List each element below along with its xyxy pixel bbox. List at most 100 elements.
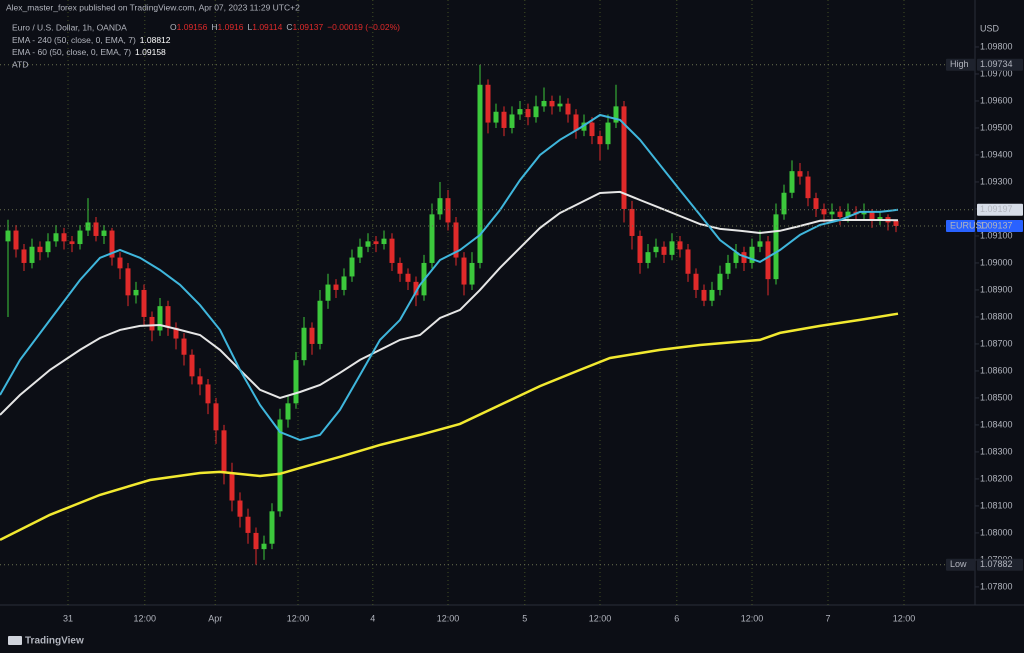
candle-body xyxy=(501,111,507,128)
candle-body xyxy=(565,103,571,115)
x-tick-label: 12:00 xyxy=(741,613,764,623)
footer xyxy=(0,630,1024,653)
price-box-tag xyxy=(946,558,975,571)
overlay: Alex_master_forex published on TradingVi… xyxy=(6,2,1023,647)
ohlc-letter: L xyxy=(248,22,253,32)
candle-body xyxy=(797,171,803,177)
change: −0.00019 (−0.02%) xyxy=(327,22,400,32)
candle-body xyxy=(413,281,419,296)
price-box xyxy=(977,558,1023,571)
candle-body xyxy=(461,257,467,285)
candle-body xyxy=(117,257,123,269)
candle-body xyxy=(437,198,443,215)
candle-body xyxy=(757,241,763,247)
candle-body xyxy=(149,316,155,331)
x-tick-label: 7 xyxy=(825,613,830,623)
y-tick-label: 1.09100 xyxy=(980,230,1013,240)
candle-body xyxy=(869,211,875,220)
candle-body xyxy=(765,241,771,280)
ohlc-value: 1.09156 xyxy=(177,22,208,32)
candle-body xyxy=(725,262,731,274)
publisher: Alex_master_forex published on TradingVi… xyxy=(6,2,300,12)
instrument: Euro / U.S. Dollar, 1h, OANDA xyxy=(12,22,127,32)
candle-body xyxy=(701,289,707,301)
candle-body xyxy=(389,238,395,263)
x-tick-label: 31 xyxy=(63,613,73,623)
candle-body xyxy=(69,241,75,245)
candle-body xyxy=(333,284,339,290)
x-tick-label: 5 xyxy=(522,613,527,623)
candle-body xyxy=(685,249,691,274)
candle-body xyxy=(349,257,355,277)
ema-line xyxy=(0,113,899,442)
candle-body xyxy=(157,306,163,331)
candle-body xyxy=(365,241,371,247)
y-tick-label: 1.09500 xyxy=(980,122,1013,132)
indicator-label: ATD xyxy=(12,59,28,69)
y-tick-label: 1.09800 xyxy=(980,41,1013,51)
candle-body xyxy=(45,241,51,253)
candle-body xyxy=(693,273,699,290)
candle-body xyxy=(493,111,499,123)
y-tick-label: 1.08300 xyxy=(980,446,1013,456)
candle-body xyxy=(173,327,179,339)
ema-line xyxy=(0,190,899,416)
ema-line xyxy=(0,312,899,542)
y-tick-label: 1.08500 xyxy=(980,392,1013,402)
candle-body xyxy=(605,122,611,145)
candle-body xyxy=(669,241,675,255)
candle-body xyxy=(221,430,227,474)
candle-body xyxy=(261,543,267,550)
candle-body xyxy=(317,300,323,344)
candle-body xyxy=(573,114,579,131)
candle-body xyxy=(357,246,363,258)
candle-body xyxy=(77,230,83,245)
candle-body xyxy=(181,338,187,355)
candle-body xyxy=(637,235,643,263)
candle-body xyxy=(101,230,107,236)
candle-body xyxy=(717,273,723,290)
candle-body xyxy=(285,403,291,420)
footer-logo: TradingView xyxy=(8,636,84,647)
candle-body xyxy=(37,246,43,253)
candle-body xyxy=(293,360,299,404)
y-tick-label: 1.08200 xyxy=(980,473,1013,483)
candle-body xyxy=(813,198,819,209)
candle-body xyxy=(61,233,67,242)
candle-body xyxy=(53,233,59,242)
candle-body xyxy=(549,100,555,107)
candle-body xyxy=(773,214,779,280)
price-box-name: Low xyxy=(950,559,967,569)
price-box xyxy=(977,203,1023,216)
ohlc-value: 1.09137 xyxy=(292,22,323,32)
price-box-tag xyxy=(946,58,975,71)
candle-body xyxy=(341,276,347,290)
y-tick-label: 1.09300 xyxy=(980,176,1013,186)
candle-body xyxy=(397,262,403,274)
candle-body xyxy=(213,403,219,431)
candle-body xyxy=(477,84,483,263)
price-box-value: 1.09734 xyxy=(980,59,1013,69)
candle-body xyxy=(749,246,755,263)
candle-body xyxy=(893,220,899,226)
candle-body xyxy=(597,136,603,145)
legend-entry: EMA - 240 (50, close, 0, EMA, 7) 1.08812 xyxy=(12,35,171,45)
candle-body xyxy=(837,211,843,218)
y-tick-label: 1.09600 xyxy=(980,95,1013,105)
x-tick-label: 12:00 xyxy=(893,613,916,623)
candle-body xyxy=(741,252,747,263)
candle-body xyxy=(877,217,883,220)
candle-body xyxy=(677,241,683,250)
y-tick-label: 1.08400 xyxy=(980,419,1013,429)
candle-body xyxy=(277,419,283,512)
ohlc-letter: O xyxy=(170,22,177,32)
candle-body xyxy=(165,306,171,328)
candle-body xyxy=(325,284,331,301)
candle-body xyxy=(5,230,11,242)
candle-body xyxy=(453,222,459,258)
candle-body xyxy=(205,384,211,404)
ohlc-letter: C xyxy=(286,22,292,32)
candle-body xyxy=(405,273,411,282)
candle-body xyxy=(93,222,99,236)
candle-body xyxy=(661,246,667,255)
